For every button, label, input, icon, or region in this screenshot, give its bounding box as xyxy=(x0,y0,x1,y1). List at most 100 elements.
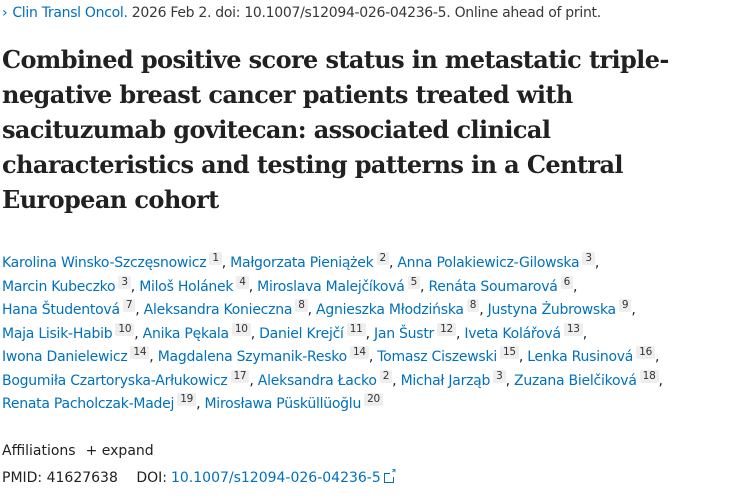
author-link[interactable]: Karolina Winsko-Szczęsnowicz xyxy=(2,255,207,271)
affiliation-number[interactable]: 3 xyxy=(493,369,506,383)
author-link[interactable]: Justyna Żubrowska xyxy=(487,302,617,318)
author-link[interactable]: Tomasz Ciszewski xyxy=(377,349,497,365)
pmid-value: 41627638 xyxy=(46,470,118,486)
title-line: negative breast cancer patients treated … xyxy=(2,80,573,109)
author-link[interactable]: Renáta Soumarová xyxy=(428,278,558,295)
affiliation-number[interactable]: 10 xyxy=(231,322,251,336)
external-link-icon[interactable] xyxy=(383,467,397,483)
author-link[interactable]: Renata Pacholczak-Madej xyxy=(2,396,175,412)
author-row: Renata Pacholczak-Madej 19, Mirosława Püs… xyxy=(2,393,663,417)
separator: , xyxy=(149,349,158,365)
separator: , xyxy=(582,325,587,342)
chevron-right-icon[interactable]: › xyxy=(2,5,8,21)
separator: , xyxy=(655,349,660,365)
author-row: Maja Lisik-Habib 10, Anika Pękala 10, Dani… xyxy=(2,322,663,347)
author-link[interactable]: Maja Lisik-Habib xyxy=(2,325,113,342)
author-link[interactable]: Agnieszka Młodzińska xyxy=(316,302,464,318)
separator: , xyxy=(130,278,140,295)
affiliation-number[interactable]: 15 xyxy=(499,346,519,359)
separator: , xyxy=(365,325,374,342)
doi-label: DOI: xyxy=(136,470,167,486)
affiliation-number[interactable]: 3 xyxy=(118,275,131,289)
affiliation-number[interactable]: 2 xyxy=(379,369,393,383)
affiliation-number[interactable]: 4 xyxy=(236,275,249,289)
affiliation-number[interactable]: 1 xyxy=(209,252,222,265)
author-link[interactable]: Miroslava Malejčíková xyxy=(257,278,405,295)
separator: , xyxy=(631,302,636,318)
author-link[interactable]: Magdalena Szymanik-Resko xyxy=(157,349,348,365)
separator: , xyxy=(594,255,600,271)
separator: , xyxy=(658,372,663,389)
author-link[interactable]: Lenka Rusinová xyxy=(527,349,634,365)
separator: , xyxy=(134,325,143,342)
affiliation-number[interactable]: 9 xyxy=(618,299,632,312)
affiliation-number[interactable]: 2 xyxy=(376,252,389,265)
author-row: Marcin Kubeczko 3, Miloš Holánek 4, Mirosl… xyxy=(2,275,663,300)
separator: , xyxy=(368,349,378,365)
separator: , xyxy=(250,325,260,342)
affiliation-number[interactable]: 20 xyxy=(364,393,383,406)
separator: , xyxy=(505,372,514,389)
affiliation-number[interactable]: 14 xyxy=(130,346,150,359)
author-link[interactable]: Michał Jarząb xyxy=(400,372,491,389)
affiliation-number[interactable]: 6 xyxy=(560,275,573,289)
separator: , xyxy=(307,302,317,318)
article-title: Combined positive score status in metast… xyxy=(2,42,669,217)
author-link[interactable]: Iveta Kolářová xyxy=(464,325,561,342)
affiliation-number[interactable]: 17 xyxy=(230,369,250,383)
separator: , xyxy=(420,278,429,295)
affiliation-number[interactable]: 13 xyxy=(563,322,583,336)
author-link[interactable]: Miloš Holánek xyxy=(139,278,234,295)
author-link[interactable]: Anna Polakiewicz-Gilowska xyxy=(397,255,580,271)
journal-link[interactable]: Clin Transl Oncol. xyxy=(12,5,128,21)
author-link[interactable]: Aleksandra Łacko xyxy=(257,372,377,389)
separator: , xyxy=(196,396,205,412)
citation-details: 2026 Feb 2. doi: 10.1007/s12094-026-0423… xyxy=(131,5,601,21)
affiliation-number[interactable]: 11 xyxy=(346,322,366,336)
separator: , xyxy=(221,255,231,271)
title-line: characteristics and testing patterns in … xyxy=(2,150,624,179)
doi-link[interactable]: 10.1007/s12094-026-04236-5 xyxy=(170,470,381,486)
author-link[interactable]: Iwona Danielewicz xyxy=(2,349,128,365)
author-row: Hana Študentová 7, Aleksandra Konieczna 8,… xyxy=(2,299,663,323)
separator: , xyxy=(135,302,144,318)
identifiers: PMID: 41627638 DOI: 10.1007/s12094-026-04… xyxy=(2,467,397,486)
author-link[interactable]: Marcin Kubeczko xyxy=(2,278,116,295)
author-link[interactable]: Aleksandra Konieczna xyxy=(143,302,293,318)
affiliation-number[interactable]: 12 xyxy=(437,322,456,336)
author-row: Iwona Danielewicz 14, Magdalena Szymanik-… xyxy=(2,346,663,370)
separator: , xyxy=(518,349,528,365)
title-line: European cohort xyxy=(2,185,219,214)
author-link[interactable]: Jan Šustr xyxy=(373,325,435,342)
affiliation-number[interactable]: 7 xyxy=(122,299,136,312)
author-link[interactable]: Mirosława Püsküllüoğlu xyxy=(204,396,362,412)
affiliation-number[interactable]: 19 xyxy=(177,393,197,406)
affiliation-number[interactable]: 5 xyxy=(407,275,421,289)
author-link[interactable]: Małgorzata Pieniążek xyxy=(230,255,374,271)
author-link[interactable]: Bogumiła Czartoryska-Arłukowicz xyxy=(2,372,228,389)
title-line: sacituzumab govitecan: associated clinic… xyxy=(2,115,551,144)
affiliation-number[interactable]: 16 xyxy=(636,346,656,359)
author-row: Karolina Winsko-Szczęsnowicz 1, Małgorzat… xyxy=(2,252,663,276)
affiliation-number[interactable]: 14 xyxy=(349,346,369,359)
affiliations-label: Affiliations xyxy=(2,443,76,459)
separator: , xyxy=(392,372,401,389)
expand-affiliations-button[interactable]: + expand xyxy=(85,443,154,459)
separator: , xyxy=(388,255,398,271)
author-link[interactable]: Zuzana Bielčiková xyxy=(513,372,637,389)
affiliation-number[interactable]: 3 xyxy=(582,252,595,265)
separator: , xyxy=(479,302,488,318)
author-link[interactable]: Anika Pękala xyxy=(142,325,229,342)
affiliation-number[interactable]: 10 xyxy=(115,322,135,336)
author-row: Bogumiła Czartoryska-Arłukowicz 17, Aleks… xyxy=(2,369,663,394)
separator: , xyxy=(573,278,578,295)
separator: , xyxy=(455,325,465,342)
affiliation-number[interactable]: 8 xyxy=(466,299,480,312)
separator: , xyxy=(249,372,258,389)
affiliation-number[interactable]: 18 xyxy=(639,369,659,383)
author-link[interactable]: Hana Študentová xyxy=(2,302,120,318)
affiliations: Affiliations + expand xyxy=(2,443,154,459)
author-link[interactable]: Daniel Krejčí xyxy=(259,325,344,342)
affiliation-number[interactable]: 8 xyxy=(295,299,308,312)
citation: › Clin Transl Oncol. 2026 Feb 2. doi: 10.… xyxy=(2,5,601,21)
